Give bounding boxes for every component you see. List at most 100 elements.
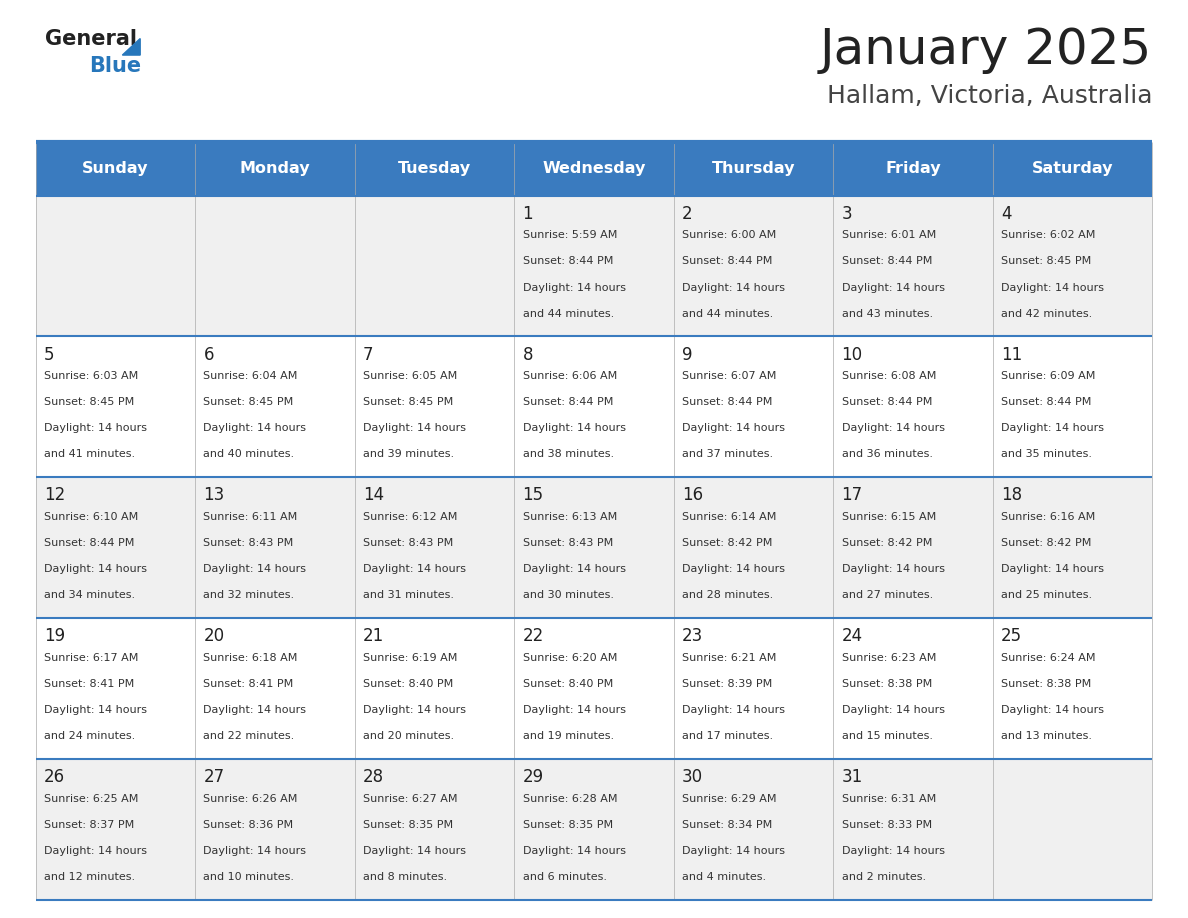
Text: and 24 minutes.: and 24 minutes. [44,731,135,741]
Text: Sunset: 8:39 PM: Sunset: 8:39 PM [682,679,772,688]
Text: Sunrise: 6:21 AM: Sunrise: 6:21 AM [682,653,777,663]
Text: Sunset: 8:44 PM: Sunset: 8:44 PM [1001,397,1092,408]
Text: General: General [45,28,137,49]
Text: 31: 31 [841,768,862,786]
Text: Sunrise: 6:19 AM: Sunrise: 6:19 AM [364,653,457,663]
Bar [993,142,1152,196]
Text: Sunrise: 6:23 AM: Sunrise: 6:23 AM [841,653,936,663]
Text: Sunrise: 6:24 AM: Sunrise: 6:24 AM [1001,653,1095,663]
Text: Wednesday: Wednesday [542,162,646,176]
Text: Sunset: 8:42 PM: Sunset: 8:42 PM [1001,538,1092,548]
Text: 17: 17 [841,487,862,504]
Text: Sunrise: 6:03 AM: Sunrise: 6:03 AM [44,371,138,381]
Text: Sunday: Sunday [82,162,148,176]
Text: Sunset: 8:44 PM: Sunset: 8:44 PM [682,256,772,266]
Text: 19: 19 [44,627,65,645]
Text: and 43 minutes.: and 43 minutes. [841,308,933,319]
Text: 28: 28 [364,768,384,786]
Text: 18: 18 [1001,487,1022,504]
Text: Sunset: 8:36 PM: Sunset: 8:36 PM [203,820,293,830]
Text: Daylight: 14 hours: Daylight: 14 hours [523,283,626,293]
Text: Daylight: 14 hours: Daylight: 14 hours [523,705,626,715]
Text: and 22 minutes.: and 22 minutes. [203,731,295,741]
Text: and 13 minutes.: and 13 minutes. [1001,731,1092,741]
Text: Sunrise: 6:17 AM: Sunrise: 6:17 AM [44,653,138,663]
Text: and 28 minutes.: and 28 minutes. [682,590,773,600]
Text: January 2025: January 2025 [820,27,1152,74]
Text: 20: 20 [203,627,225,645]
Text: Sunset: 8:35 PM: Sunset: 8:35 PM [523,820,613,830]
Text: Tuesday: Tuesday [398,162,470,176]
Text: Daylight: 14 hours: Daylight: 14 hours [364,565,466,574]
Text: and 20 minutes.: and 20 minutes. [364,731,454,741]
Text: Sunset: 8:44 PM: Sunset: 8:44 PM [523,397,613,408]
Text: and 4 minutes.: and 4 minutes. [682,872,766,882]
Bar [36,477,1152,618]
Text: Sunrise: 6:02 AM: Sunrise: 6:02 AM [1001,230,1095,241]
Text: Sunrise: 6:18 AM: Sunrise: 6:18 AM [203,653,298,663]
Text: Daylight: 14 hours: Daylight: 14 hours [682,705,785,715]
Text: Sunrise: 6:10 AM: Sunrise: 6:10 AM [44,512,138,522]
Text: Daylight: 14 hours: Daylight: 14 hours [523,565,626,574]
Text: Sunrise: 6:27 AM: Sunrise: 6:27 AM [364,794,457,803]
Text: and 19 minutes.: and 19 minutes. [523,731,614,741]
Text: and 6 minutes.: and 6 minutes. [523,872,607,882]
Text: 1: 1 [523,205,533,223]
Text: Sunrise: 6:28 AM: Sunrise: 6:28 AM [523,794,617,803]
Text: Daylight: 14 hours: Daylight: 14 hours [841,423,944,433]
Text: Daylight: 14 hours: Daylight: 14 hours [203,423,307,433]
Text: and 15 minutes.: and 15 minutes. [841,731,933,741]
Text: and 32 minutes.: and 32 minutes. [203,590,295,600]
Text: Daylight: 14 hours: Daylight: 14 hours [841,705,944,715]
Text: Sunrise: 6:05 AM: Sunrise: 6:05 AM [364,371,457,381]
Text: Sunrise: 6:04 AM: Sunrise: 6:04 AM [203,371,298,381]
Text: 26: 26 [44,768,65,786]
Text: Daylight: 14 hours: Daylight: 14 hours [523,423,626,433]
Text: Sunrise: 6:06 AM: Sunrise: 6:06 AM [523,371,617,381]
Text: Sunrise: 6:00 AM: Sunrise: 6:00 AM [682,230,776,241]
Text: and 35 minutes.: and 35 minutes. [1001,450,1092,459]
Text: Sunset: 8:45 PM: Sunset: 8:45 PM [1001,256,1092,266]
Text: 4: 4 [1001,205,1012,223]
Text: Sunset: 8:44 PM: Sunset: 8:44 PM [841,397,933,408]
Text: and 36 minutes.: and 36 minutes. [841,450,933,459]
Text: Sunset: 8:44 PM: Sunset: 8:44 PM [44,538,134,548]
Text: Sunrise: 6:29 AM: Sunrise: 6:29 AM [682,794,777,803]
Text: 10: 10 [841,345,862,364]
Text: and 8 minutes.: and 8 minutes. [364,872,447,882]
Text: Daylight: 14 hours: Daylight: 14 hours [44,423,147,433]
Bar [36,759,1152,900]
Text: and 10 minutes.: and 10 minutes. [203,872,295,882]
Text: Daylight: 14 hours: Daylight: 14 hours [203,845,307,856]
Text: 22: 22 [523,627,544,645]
Text: Daylight: 14 hours: Daylight: 14 hours [1001,705,1104,715]
Text: 5: 5 [44,345,55,364]
Text: Daylight: 14 hours: Daylight: 14 hours [841,283,944,293]
Text: Sunrise: 6:01 AM: Sunrise: 6:01 AM [841,230,936,241]
Text: and 25 minutes.: and 25 minutes. [1001,590,1092,600]
Text: Daylight: 14 hours: Daylight: 14 hours [44,565,147,574]
Text: 21: 21 [364,627,384,645]
Text: Sunrise: 6:09 AM: Sunrise: 6:09 AM [1001,371,1095,381]
Text: Sunset: 8:42 PM: Sunset: 8:42 PM [682,538,772,548]
Text: Daylight: 14 hours: Daylight: 14 hours [1001,423,1104,433]
Text: Sunset: 8:38 PM: Sunset: 8:38 PM [1001,679,1092,688]
Text: Daylight: 14 hours: Daylight: 14 hours [364,705,466,715]
Text: 30: 30 [682,768,703,786]
Bar [355,142,514,196]
Text: Blue: Blue [89,56,141,76]
Text: Sunset: 8:37 PM: Sunset: 8:37 PM [44,820,134,830]
Text: Daylight: 14 hours: Daylight: 14 hours [364,423,466,433]
Text: and 27 minutes.: and 27 minutes. [841,590,933,600]
Text: 3: 3 [841,205,852,223]
Text: Sunset: 8:45 PM: Sunset: 8:45 PM [203,397,293,408]
Text: Sunset: 8:43 PM: Sunset: 8:43 PM [364,538,454,548]
Text: and 42 minutes.: and 42 minutes. [1001,308,1093,319]
Text: Daylight: 14 hours: Daylight: 14 hours [1001,283,1104,293]
Text: 25: 25 [1001,627,1022,645]
Text: Daylight: 14 hours: Daylight: 14 hours [364,845,466,856]
Text: Friday: Friday [885,162,941,176]
Text: Sunset: 8:41 PM: Sunset: 8:41 PM [44,679,134,688]
Text: Sunset: 8:43 PM: Sunset: 8:43 PM [203,538,293,548]
Text: Sunrise: 6:26 AM: Sunrise: 6:26 AM [203,794,298,803]
